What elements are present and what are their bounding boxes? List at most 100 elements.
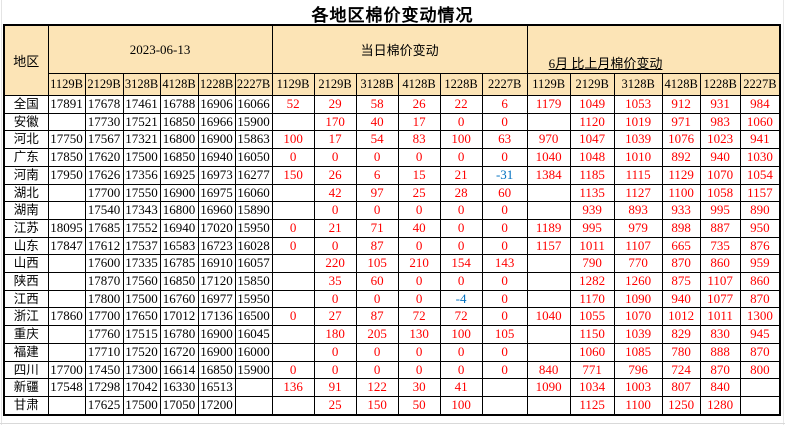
price-cell[interactable]: 27 bbox=[313, 307, 357, 327]
price-cell[interactable]: 16277 bbox=[234, 165, 273, 185]
price-cell[interactable]: 16066 bbox=[234, 95, 273, 114]
price-cell[interactable] bbox=[481, 395, 528, 416]
price-cell[interactable]: 180 bbox=[313, 325, 357, 344]
price-cell[interactable]: 1100 bbox=[613, 395, 663, 416]
price-cell[interactable]: 40 bbox=[397, 218, 441, 238]
price-cell[interactable]: 1189 bbox=[526, 218, 571, 238]
price-cell[interactable]: 17891 bbox=[47, 95, 86, 114]
price-cell[interactable]: 0 bbox=[481, 342, 528, 362]
price-cell[interactable]: 17710 bbox=[84, 342, 124, 362]
price-cell[interactable]: 1012 bbox=[661, 307, 701, 327]
price-cell[interactable]: 1185 bbox=[569, 165, 615, 185]
price-cell[interactable]: 0 bbox=[271, 218, 315, 238]
price-cell[interactable]: 25 bbox=[313, 395, 357, 416]
price-cell[interactable]: 1100 bbox=[661, 183, 701, 203]
region-cell[interactable]: 河南 bbox=[3, 165, 49, 185]
price-cell[interactable]: 1047 bbox=[569, 130, 615, 150]
price-cell[interactable] bbox=[526, 201, 571, 220]
price-cell[interactable]: 0 bbox=[271, 236, 315, 256]
price-cell[interactable] bbox=[481, 378, 528, 397]
price-cell[interactable]: 0 bbox=[313, 236, 357, 256]
price-cell[interactable] bbox=[47, 342, 86, 362]
price-cell[interactable]: 26 bbox=[313, 165, 357, 185]
column-header[interactable]: 1228B bbox=[439, 73, 483, 96]
price-cell[interactable]: 17300 bbox=[122, 360, 161, 380]
price-cell[interactable]: 71 bbox=[355, 218, 399, 238]
price-cell[interactable]: 931 bbox=[699, 95, 741, 114]
column-header[interactable]: 4128B bbox=[661, 73, 701, 96]
price-cell[interactable]: 1282 bbox=[569, 272, 615, 291]
region-cell[interactable]: 广东 bbox=[3, 148, 49, 167]
price-cell[interactable]: 18095 bbox=[47, 218, 86, 238]
price-cell[interactable]: 1040 bbox=[526, 307, 571, 327]
price-cell[interactable]: 665 bbox=[661, 236, 701, 256]
price-cell[interactable]: 16900 bbox=[159, 183, 199, 203]
price-cell[interactable] bbox=[47, 325, 86, 344]
price-cell[interactable]: 15850 bbox=[234, 272, 273, 291]
price-cell[interactable]: 790 bbox=[569, 254, 615, 274]
column-header[interactable]: 3128B bbox=[355, 73, 399, 96]
price-cell[interactable] bbox=[526, 342, 571, 362]
price-cell[interactable]: 0 bbox=[481, 360, 528, 380]
price-cell[interactable]: 17136 bbox=[197, 307, 236, 327]
price-cell[interactable]: 950 bbox=[739, 218, 781, 238]
price-cell[interactable]: 17042 bbox=[122, 378, 161, 397]
price-cell[interactable]: 205 bbox=[355, 325, 399, 344]
price-cell[interactable]: 1039 bbox=[613, 130, 663, 150]
region-cell[interactable]: 陕西 bbox=[3, 272, 49, 291]
price-cell[interactable]: 105 bbox=[355, 254, 399, 274]
region-cell[interactable]: 山西 bbox=[3, 254, 49, 274]
price-cell[interactable]: 0 bbox=[313, 342, 357, 362]
price-cell[interactable]: 17520 bbox=[122, 342, 161, 362]
price-cell[interactable]: 170 bbox=[313, 112, 357, 132]
price-cell[interactable]: 0 bbox=[439, 148, 483, 167]
price-cell[interactable]: 17550 bbox=[122, 183, 161, 203]
region-cell[interactable]: 福建 bbox=[3, 342, 49, 362]
price-cell[interactable]: 1127 bbox=[613, 183, 663, 203]
price-cell[interactable] bbox=[271, 254, 315, 274]
price-cell[interactable]: 16800 bbox=[159, 201, 199, 220]
price-cell[interactable]: 17750 bbox=[47, 130, 86, 150]
price-cell[interactable]: 16900 bbox=[197, 325, 236, 344]
price-cell[interactable]: 829 bbox=[661, 325, 701, 344]
price-cell[interactable]: 940 bbox=[661, 289, 701, 309]
price-cell[interactable] bbox=[526, 395, 571, 416]
price-cell[interactable]: 807 bbox=[661, 378, 701, 397]
column-header[interactable]: 1228B bbox=[699, 73, 741, 96]
price-cell[interactable]: 100 bbox=[271, 130, 315, 150]
price-cell[interactable] bbox=[739, 378, 781, 397]
price-cell[interactable]: 29 bbox=[313, 95, 357, 114]
price-cell[interactable]: 1250 bbox=[661, 395, 701, 416]
price-cell[interactable]: 840 bbox=[526, 360, 571, 380]
column-header[interactable]: 2129B bbox=[84, 73, 124, 96]
price-cell[interactable]: 16614 bbox=[159, 360, 199, 380]
price-cell[interactable]: 150 bbox=[355, 395, 399, 416]
price-cell[interactable]: 0 bbox=[355, 148, 399, 167]
price-cell[interactable]: 87 bbox=[355, 236, 399, 256]
price-cell[interactable]: 1107 bbox=[613, 236, 663, 256]
price-cell[interactable]: 0 bbox=[481, 148, 528, 167]
price-cell[interactable]: 0 bbox=[355, 201, 399, 220]
price-cell[interactable]: 0 bbox=[481, 201, 528, 220]
price-cell[interactable]: 1179 bbox=[526, 95, 571, 114]
price-cell[interactable]: 40 bbox=[355, 112, 399, 132]
price-cell[interactable]: 16900 bbox=[197, 130, 236, 150]
region-cell[interactable]: 新疆 bbox=[3, 378, 49, 397]
column-header[interactable]: 2129B bbox=[313, 73, 357, 96]
price-cell[interactable] bbox=[526, 325, 571, 344]
price-cell[interactable]: 17450 bbox=[84, 360, 124, 380]
price-cell[interactable] bbox=[47, 112, 86, 132]
price-cell[interactable]: 830 bbox=[699, 325, 741, 344]
price-cell[interactable]: 1090 bbox=[613, 289, 663, 309]
price-cell[interactable]: 724 bbox=[661, 360, 701, 380]
price-cell[interactable]: 0 bbox=[481, 112, 528, 132]
price-cell[interactable]: 25 bbox=[397, 183, 441, 203]
price-cell[interactable]: 0 bbox=[355, 289, 399, 309]
price-cell[interactable]: 1107 bbox=[699, 272, 741, 291]
price-cell[interactable]: 959 bbox=[739, 254, 781, 274]
price-cell[interactable]: 1053 bbox=[613, 95, 663, 114]
column-header[interactable]: 3128B bbox=[613, 73, 663, 96]
price-cell[interactable]: 1170 bbox=[569, 289, 615, 309]
price-cell[interactable]: 770 bbox=[613, 254, 663, 274]
price-cell[interactable]: 16940 bbox=[197, 148, 236, 167]
